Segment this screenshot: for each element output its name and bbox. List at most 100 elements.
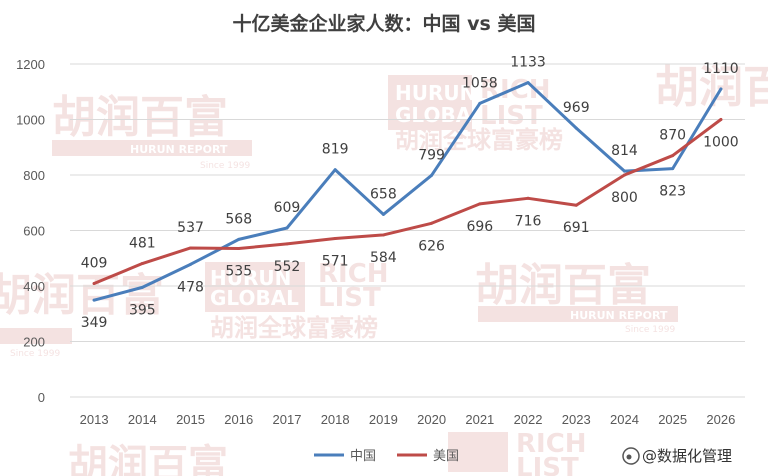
- data-point-usa: [671, 154, 675, 158]
- data-point-usa: [140, 262, 144, 266]
- data-point-china: [381, 212, 385, 216]
- svg-text:LIST: LIST: [318, 283, 381, 313]
- svg-text:Since 1999: Since 1999: [625, 325, 675, 335]
- data-point-china: [719, 87, 723, 91]
- chart-title: 十亿美金企业家人数：中国 vs 美国: [233, 12, 536, 35]
- data-label-china: 814: [611, 143, 638, 159]
- x-tick-label: 2023: [562, 412, 591, 427]
- data-point-china: [526, 81, 530, 85]
- data-label-usa: 537: [177, 220, 204, 236]
- data-label-usa: 535: [225, 264, 252, 280]
- watermark-block: [448, 432, 508, 472]
- grid: [70, 63, 745, 398]
- data-labels: 349 395 478 568 609 819 658 799 1058 1133 969 814 82…: [81, 55, 739, 332]
- watermark-block: [205, 262, 305, 312]
- x-axis: 2013 2014 2015 2016 2017 2018 2019 2020 2021 2022…: [80, 412, 736, 427]
- data-label-usa: 716: [515, 213, 542, 229]
- svg-text:RICH: RICH: [480, 75, 551, 105]
- data-point-usa: [622, 173, 626, 177]
- data-label-usa: 584: [370, 250, 397, 266]
- data-label-china: 395: [129, 302, 156, 318]
- svg-text:胡润百富: 胡润百富: [68, 442, 228, 476]
- svg-text:RICH: RICH: [318, 259, 389, 289]
- data-point-china: [285, 226, 289, 230]
- data-point-usa: [285, 242, 289, 246]
- x-tick-label: 2013: [80, 412, 109, 427]
- series-lines: [92, 81, 723, 302]
- x-tick-label: 2026: [706, 412, 735, 427]
- global-rich-list-watermark-top: HURUN GLOBAL RICH LIST 胡润全球富豪榜: [388, 75, 563, 154]
- data-point-china: [430, 173, 434, 177]
- hurun-watermark-left-edge: 胡润百富 Since 1999: [0, 270, 164, 359]
- data-label-china: 609: [274, 200, 301, 216]
- data-label-usa: 800: [611, 190, 638, 206]
- y-tick-label: 400: [23, 279, 45, 294]
- x-tick-label: 2020: [417, 412, 446, 427]
- data-label-usa: 409: [81, 256, 108, 272]
- data-point-china: [333, 168, 337, 172]
- data-label-china: 568: [225, 211, 252, 227]
- y-tick-label: 1200: [16, 57, 45, 72]
- svg-text:LIST: LIST: [480, 101, 543, 131]
- data-label-china: 349: [81, 315, 108, 331]
- data-point-china: [189, 262, 193, 266]
- data-label-china: 1133: [510, 55, 546, 71]
- x-tick-label: 2014: [128, 412, 157, 427]
- svg-text:GLOBAL: GLOBAL: [210, 286, 299, 310]
- svg-text:GLOBAL: GLOBAL: [395, 103, 484, 127]
- data-point-usa: [478, 202, 482, 206]
- global-rich-list-watermark-mid: HURUN GLOBAL RICH LIST 胡润全球富豪榜: [205, 259, 389, 342]
- data-label-usa: 481: [129, 236, 156, 252]
- svg-text:胡润百富: 胡润百富: [0, 270, 164, 321]
- data-label-china: 478: [177, 279, 204, 295]
- data-point-china: [237, 237, 241, 241]
- y-tick-label: 1000: [16, 113, 45, 128]
- svg-text:胡润全球富豪榜: 胡润全球富豪榜: [210, 314, 378, 342]
- source-credit: @数据化管理: [622, 447, 732, 465]
- data-label-usa: 571: [322, 254, 349, 270]
- x-tick-label: 2025: [658, 412, 687, 427]
- x-tick-label: 2015: [176, 412, 205, 427]
- x-tick-label: 2017: [273, 412, 302, 427]
- x-tick-label: 2016: [224, 412, 253, 427]
- x-tick-label: 2024: [610, 412, 639, 427]
- y-tick-label: 200: [23, 335, 45, 350]
- legend: 中国 美国: [314, 449, 459, 464]
- svg-text:Since 1999: Since 1999: [200, 161, 250, 171]
- data-label-usa: 870: [659, 128, 686, 144]
- svg-text:HURUN REPORT: HURUN REPORT: [130, 143, 228, 156]
- data-point-usa: [92, 282, 96, 286]
- hurun-watermark-bottom: 胡润百富 RICH LIST: [68, 429, 587, 476]
- x-tick-label: 2019: [369, 412, 398, 427]
- weibo-icon-dot: [626, 454, 632, 460]
- data-point-usa: [381, 233, 385, 237]
- data-point-china: [671, 167, 675, 171]
- data-point-china: [140, 285, 144, 289]
- y-tick-label: 600: [23, 224, 45, 239]
- svg-text:RICH: RICH: [516, 429, 587, 459]
- data-point-usa: [719, 118, 723, 121]
- data-point-usa: [237, 247, 241, 251]
- x-tick-label: 2018: [321, 412, 350, 427]
- data-point-china: [574, 126, 578, 130]
- x-tick-label: 2022: [514, 412, 543, 427]
- data-point-china: [478, 101, 482, 105]
- watermark-layer: 胡润百富 HURUN REPORT Since 1999 胡润百富 HURUN …: [0, 62, 768, 476]
- data-label-china: 799: [418, 147, 445, 163]
- data-point-china: [622, 169, 626, 173]
- legend-label-china: 中国: [350, 449, 376, 464]
- data-label-china: 1110: [703, 61, 739, 77]
- svg-text:Since 1999: Since 1999: [10, 349, 60, 359]
- series-line-china: [92, 81, 723, 302]
- series-line-usa: [92, 118, 723, 286]
- y-axis: 0 200 400 600 800 1000 1200: [16, 57, 45, 405]
- hurun-watermark-top-left: 胡润百富 HURUN REPORT Since 1999: [52, 92, 252, 171]
- hurun-watermark-mid-right: 胡润百富 HURUN REPORT Since 1999: [475, 260, 678, 335]
- data-label-china: 658: [370, 186, 397, 202]
- data-point-usa: [574, 203, 578, 207]
- x-tick-label: 2021: [465, 412, 494, 427]
- watermark-block: [388, 75, 472, 130]
- svg-text:胡润全球富豪榜: 胡润全球富豪榜: [395, 126, 563, 154]
- data-point-usa: [333, 237, 337, 241]
